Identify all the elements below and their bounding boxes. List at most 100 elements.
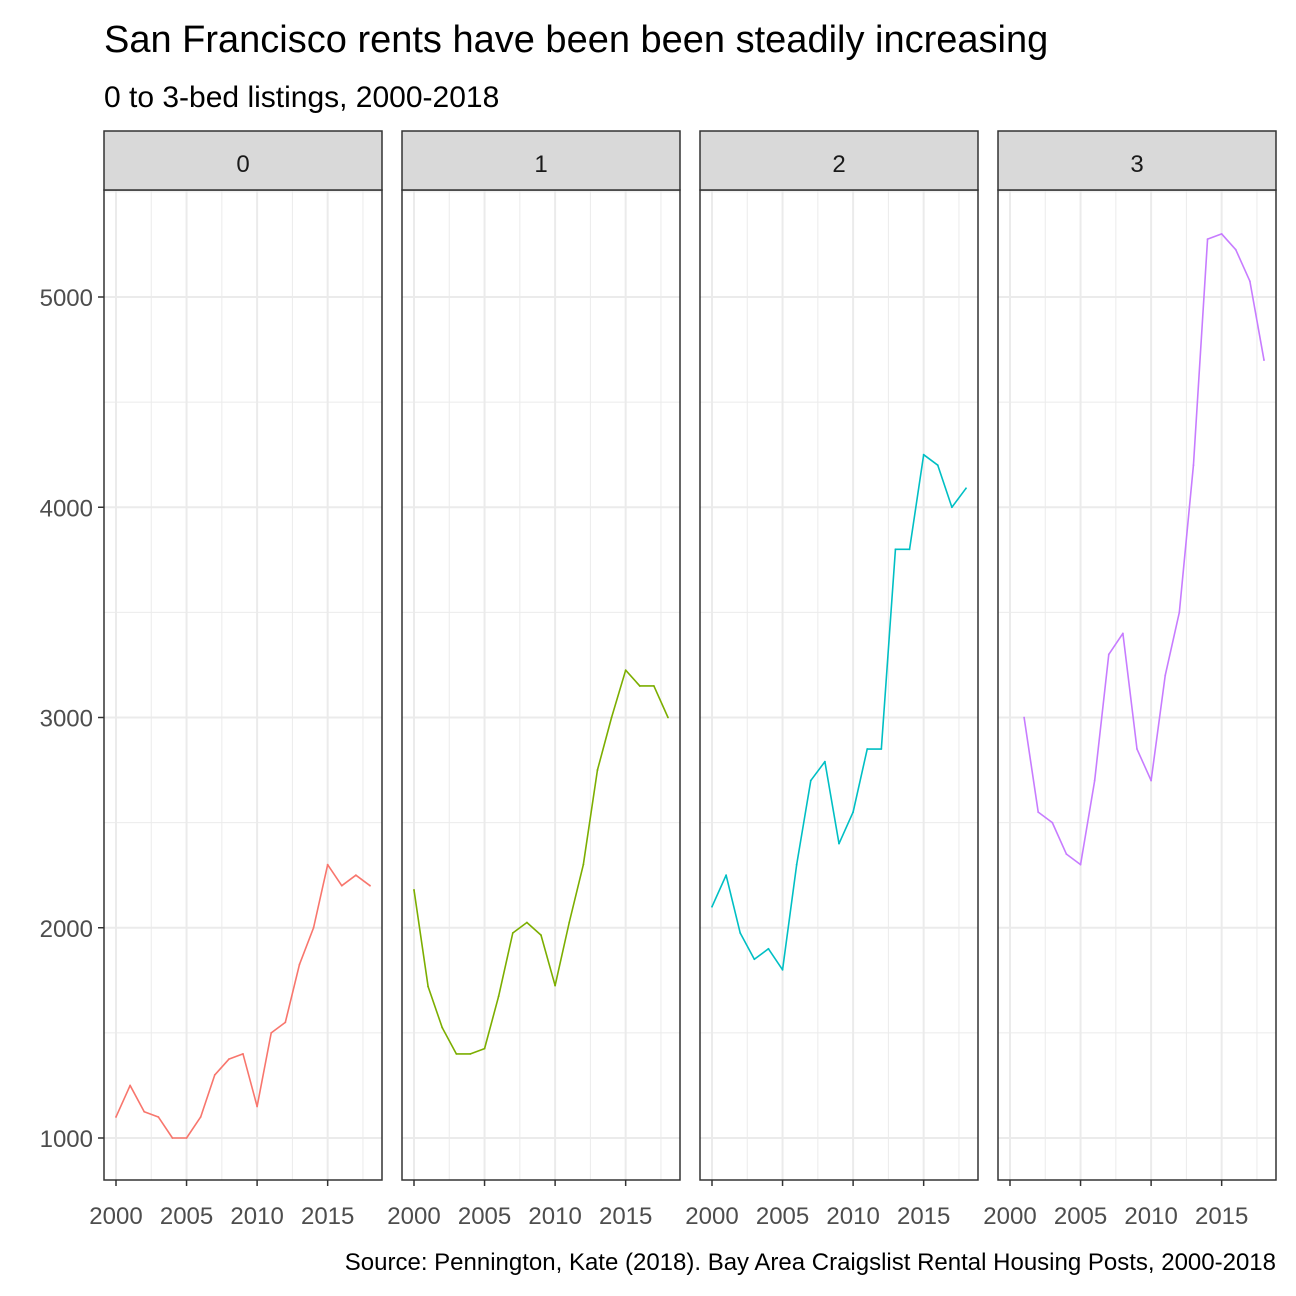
data-point	[171, 1137, 174, 1139]
data-point	[185, 1137, 188, 1139]
facet-panel-1: 1 2000 2005 2010 2015	[387, 130, 681, 1230]
data-point	[340, 884, 343, 887]
panel-background	[402, 190, 680, 1180]
data-point	[795, 863, 798, 866]
data-point	[781, 968, 784, 971]
data-point	[1220, 233, 1223, 235]
data-point	[354, 874, 357, 877]
x-tick-label: 2000	[983, 1203, 1036, 1230]
data-point	[427, 985, 430, 988]
data-point	[1093, 779, 1096, 782]
data-point	[540, 934, 542, 937]
data-point	[1065, 853, 1068, 856]
data-point	[157, 1116, 160, 1118]
data-point	[455, 1053, 458, 1055]
facet-strip	[401, 130, 681, 191]
data-point	[115, 1116, 117, 1118]
data-point	[936, 464, 939, 467]
data-point	[965, 487, 967, 490]
data-point	[1234, 248, 1237, 251]
data-point	[596, 769, 599, 771]
x-tick-label: 2000	[89, 1203, 142, 1230]
data-point	[312, 926, 315, 929]
data-point	[256, 1105, 259, 1108]
series-line-3	[1023, 233, 1265, 866]
data-point	[199, 1116, 202, 1118]
x-tick-label: 2005	[1054, 1203, 1107, 1230]
chart-caption: Source: Pennington, Kate (2018). Bay Are…	[345, 1249, 1276, 1276]
data-point	[950, 506, 953, 509]
data-point	[1192, 464, 1195, 467]
data-point	[1206, 238, 1209, 241]
data-point	[624, 669, 627, 672]
data-point	[1051, 821, 1054, 824]
data-point	[880, 748, 883, 750]
data-point	[711, 905, 713, 908]
data-point	[725, 874, 728, 877]
x-tick-label: 2015	[301, 1203, 354, 1230]
data-point	[1023, 716, 1026, 719]
data-point	[270, 1031, 273, 1034]
data-point	[1107, 653, 1110, 656]
y-tick-label: 1000	[40, 1126, 93, 1153]
data-point	[1178, 611, 1181, 614]
data-point	[143, 1110, 146, 1113]
data-point	[908, 548, 911, 551]
data-point	[1037, 811, 1040, 814]
data-point	[922, 453, 925, 456]
x-tick-label: 2015	[1195, 1203, 1248, 1230]
chart-title: San Francisco rents have been been stead…	[104, 19, 1048, 61]
data-point	[497, 995, 500, 997]
data-point	[369, 884, 371, 887]
chart-subtitle: 0 to 3-bed listings, 2000-2018	[104, 81, 499, 114]
x-tick-label: 2005	[458, 1203, 511, 1230]
facet-strip	[699, 130, 979, 191]
data-point	[326, 863, 329, 866]
data-point	[284, 1021, 287, 1024]
data-point	[838, 842, 840, 845]
x-tick-label: 2015	[599, 1203, 652, 1230]
x-tick-label: 2005	[160, 1203, 213, 1230]
data-point	[823, 760, 826, 763]
data-point	[809, 779, 812, 782]
data-point	[1136, 748, 1138, 750]
data-point	[483, 1047, 486, 1050]
data-point	[469, 1053, 472, 1055]
facet-strip-label: 2	[832, 151, 845, 178]
y-tick-label: 2000	[40, 916, 93, 943]
data-point	[441, 1026, 444, 1029]
y-axis: 1000 2000 3000 4000 5000	[40, 285, 104, 1153]
data-point	[129, 1084, 132, 1087]
facet-strip	[103, 130, 383, 191]
y-tick-label: 3000	[40, 706, 93, 733]
data-point	[767, 947, 770, 950]
data-point	[582, 863, 585, 866]
data-point	[568, 921, 571, 924]
data-point	[1164, 674, 1167, 677]
data-point	[1079, 863, 1082, 866]
data-point	[852, 811, 855, 814]
x-tick-label: 2010	[528, 1203, 581, 1230]
x-tick-label: 2000	[387, 1203, 440, 1230]
data-point	[667, 716, 669, 719]
x-tick-label: 2005	[756, 1203, 809, 1230]
data-point	[213, 1074, 216, 1076]
panel-background	[104, 190, 382, 1180]
facet-panel-2: 2 2000 2005 2010 2015	[685, 130, 979, 1230]
data-point	[739, 932, 742, 934]
facet-panel-0: 0 2000 2005 2010 2015	[89, 130, 383, 1230]
panel-background	[700, 190, 978, 1180]
panel-background	[998, 190, 1276, 1180]
data-point	[413, 889, 415, 891]
data-point	[554, 984, 557, 987]
x-tick-label: 2015	[897, 1203, 950, 1230]
data-point	[227, 1058, 230, 1061]
facet-strip-label: 3	[1130, 151, 1143, 178]
facet-strip	[997, 130, 1277, 191]
x-tick-label: 2010	[1124, 1203, 1177, 1230]
data-point	[298, 963, 301, 966]
data-point	[866, 748, 869, 750]
data-point	[242, 1053, 244, 1055]
